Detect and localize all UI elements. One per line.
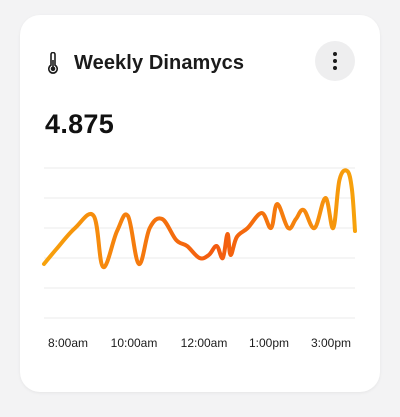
- x-tick-label: 8:00am: [48, 336, 88, 350]
- card-title: Weekly Dinamycs: [74, 51, 245, 74]
- more-vertical-icon: [333, 52, 337, 56]
- line-chart: 8:00am 10:00am 12:00am 1:00pm 3:00pm: [42, 167, 357, 350]
- chart-series: [42, 168, 357, 270]
- x-tick-label: 1:00pm: [249, 336, 289, 350]
- chart-gridlines: [44, 167, 355, 319]
- x-tick-label: 12:00am: [181, 336, 228, 350]
- current-value: 4.875: [45, 109, 115, 139]
- card-header: Weekly Dinamycs: [46, 51, 244, 75]
- series-line: [42, 168, 357, 270]
- more-options-button[interactable]: [315, 41, 355, 81]
- x-axis-labels: 8:00am 10:00am 12:00am 1:00pm 3:00pm: [48, 336, 351, 350]
- thermometer-icon: [48, 52, 58, 74]
- x-tick-label: 3:00pm: [311, 336, 351, 350]
- x-tick-label: 10:00am: [111, 336, 158, 350]
- weekly-dynamics-card: Weekly Dinamycs 4.875 8:00am 10:00am 12:00…: [20, 15, 380, 392]
